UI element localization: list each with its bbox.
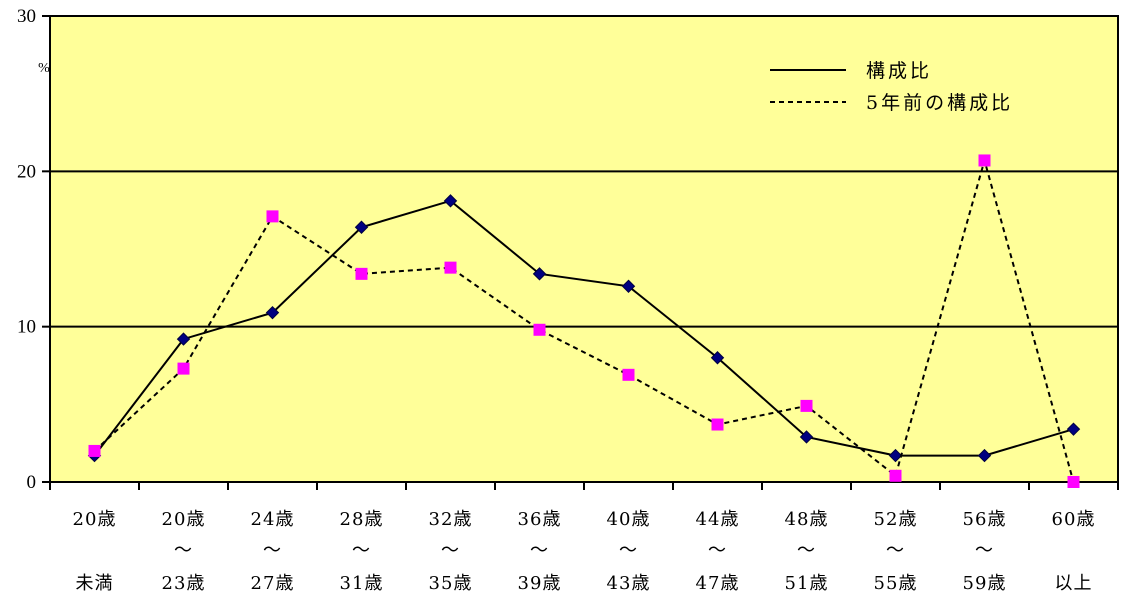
data-point-diamond bbox=[888, 448, 903, 463]
x-category-label-line3: 59歳 bbox=[963, 573, 1007, 594]
x-category-label-line1: 20歳 bbox=[73, 509, 117, 530]
x-category-label: 40歳 ～ 43歳 bbox=[607, 509, 651, 594]
data-point-square bbox=[88, 444, 101, 457]
data-point-diamond bbox=[443, 194, 458, 208]
x-category-label-line2: ～ bbox=[530, 540, 549, 561]
x-category-label-line1: 56歳 bbox=[963, 509, 1007, 530]
data-point-diamond bbox=[621, 279, 636, 293]
series-group bbox=[87, 154, 1081, 488]
x-category-label: 32歳 ～ 35歳 bbox=[429, 509, 473, 594]
data-point-square bbox=[800, 399, 813, 412]
x-category-label-line1: 24歳 bbox=[251, 509, 295, 530]
x-category-label: 52歳 ～ 55歳 bbox=[874, 509, 918, 594]
x-category-label-line1: 60歳 bbox=[1052, 509, 1096, 530]
data-point-square bbox=[355, 267, 368, 280]
legend-label-1: 構成比 bbox=[866, 60, 932, 82]
data-point-square bbox=[266, 210, 279, 223]
x-category-label-line3: 51歳 bbox=[785, 573, 829, 594]
data-point-diamond bbox=[710, 351, 725, 365]
series-line bbox=[93, 199, 1074, 457]
x-category-label-line3: 27歳 bbox=[251, 573, 295, 594]
x-category-label-line2: ～ bbox=[174, 540, 193, 561]
x-category-label-line3: 31歳 bbox=[340, 573, 384, 594]
y-axis-unit-label: % bbox=[38, 61, 50, 76]
data-point-diamond bbox=[265, 305, 280, 320]
x-category-label: 20歳 ～ 23歳 bbox=[162, 509, 206, 594]
x-category-label-line1: 40歳 bbox=[607, 509, 651, 530]
x-category-label: 28歳 ～ 31歳 bbox=[340, 509, 384, 594]
legend: 構成比 5年前の構成比 bbox=[770, 60, 1013, 114]
x-category-label: 56歳 ～ 59歳 bbox=[963, 509, 1007, 594]
x-category-label-line3: 43歳 bbox=[607, 573, 651, 594]
x-category-label-line3: 55歳 bbox=[874, 573, 918, 594]
plot-area bbox=[50, 16, 1118, 482]
data-point-square bbox=[711, 418, 724, 431]
x-category-label-line1: 52歳 bbox=[874, 509, 918, 530]
y-tick-label: 0 bbox=[27, 472, 37, 493]
x-category-label-line2: ～ bbox=[441, 540, 460, 561]
data-point-square bbox=[622, 368, 635, 381]
x-category-label-line3: 23歳 bbox=[162, 573, 206, 594]
x-category-label-line2: ～ bbox=[975, 540, 994, 561]
x-category-label-line1: 36歳 bbox=[518, 509, 562, 530]
data-point-diamond bbox=[977, 448, 992, 463]
data-point-square bbox=[889, 469, 902, 482]
y-tick-label: 30 bbox=[17, 6, 36, 27]
data-point-square bbox=[533, 323, 546, 336]
legend-label-2: 5年前の構成比 bbox=[866, 92, 1013, 114]
y-tick-label: 20 bbox=[17, 161, 36, 182]
data-point-diamond bbox=[799, 430, 814, 444]
x-category-label-line3: 未満 bbox=[76, 573, 114, 594]
axes bbox=[42, 15, 1119, 490]
data-point-diamond bbox=[354, 220, 369, 234]
x-category-label: 44歳 ～ 47歳 bbox=[696, 509, 740, 594]
x-category-label-line1: 48歳 bbox=[785, 509, 829, 530]
x-category-label-line1: 20歳 bbox=[162, 509, 206, 530]
series-1 bbox=[87, 194, 1081, 463]
x-category-label-line1: 44歳 bbox=[696, 509, 740, 530]
x-category-label-line2: ～ bbox=[797, 540, 816, 561]
data-point-diamond bbox=[176, 332, 191, 346]
series-2 bbox=[88, 154, 1080, 488]
x-category-label-line2: ～ bbox=[708, 540, 727, 561]
series-line bbox=[93, 156, 1075, 483]
x-category-label-line3: 47歳 bbox=[696, 573, 740, 594]
x-category-label-line2: ～ bbox=[886, 540, 905, 561]
x-category-label-line1: 32歳 bbox=[429, 509, 473, 530]
y-axis-tick-labels: 0 10 20 30 bbox=[17, 6, 36, 493]
data-point-diamond bbox=[1066, 422, 1081, 436]
data-point-square bbox=[444, 261, 457, 274]
x-category-label: 48歳 ～ 51歳 bbox=[785, 509, 829, 594]
data-point-square bbox=[1067, 476, 1080, 488]
x-category-label: 36歳 ～ 39歳 bbox=[518, 509, 562, 594]
x-category-label-line3: 以上 bbox=[1055, 573, 1093, 594]
x-category-label-line3: 39歳 bbox=[518, 573, 562, 594]
data-point-diamond bbox=[532, 267, 547, 281]
x-category-label-line2: ～ bbox=[263, 540, 282, 561]
data-point-square bbox=[177, 362, 190, 375]
x-category-label-line1: 28歳 bbox=[340, 509, 384, 530]
x-category-label-line2: ～ bbox=[352, 540, 371, 561]
x-category-label-line2: ～ bbox=[619, 540, 638, 561]
y-tick-label: 10 bbox=[17, 317, 36, 338]
data-point-square bbox=[978, 154, 991, 167]
x-axis-tick-labels: 20歳未満20歳～23歳24歳～27歳28歳～31歳32歳～35歳36歳～39歳… bbox=[73, 509, 1096, 594]
x-category-label: 24歳 ～ 27歳 bbox=[251, 509, 295, 594]
x-category-label-line3: 35歳 bbox=[429, 573, 473, 594]
